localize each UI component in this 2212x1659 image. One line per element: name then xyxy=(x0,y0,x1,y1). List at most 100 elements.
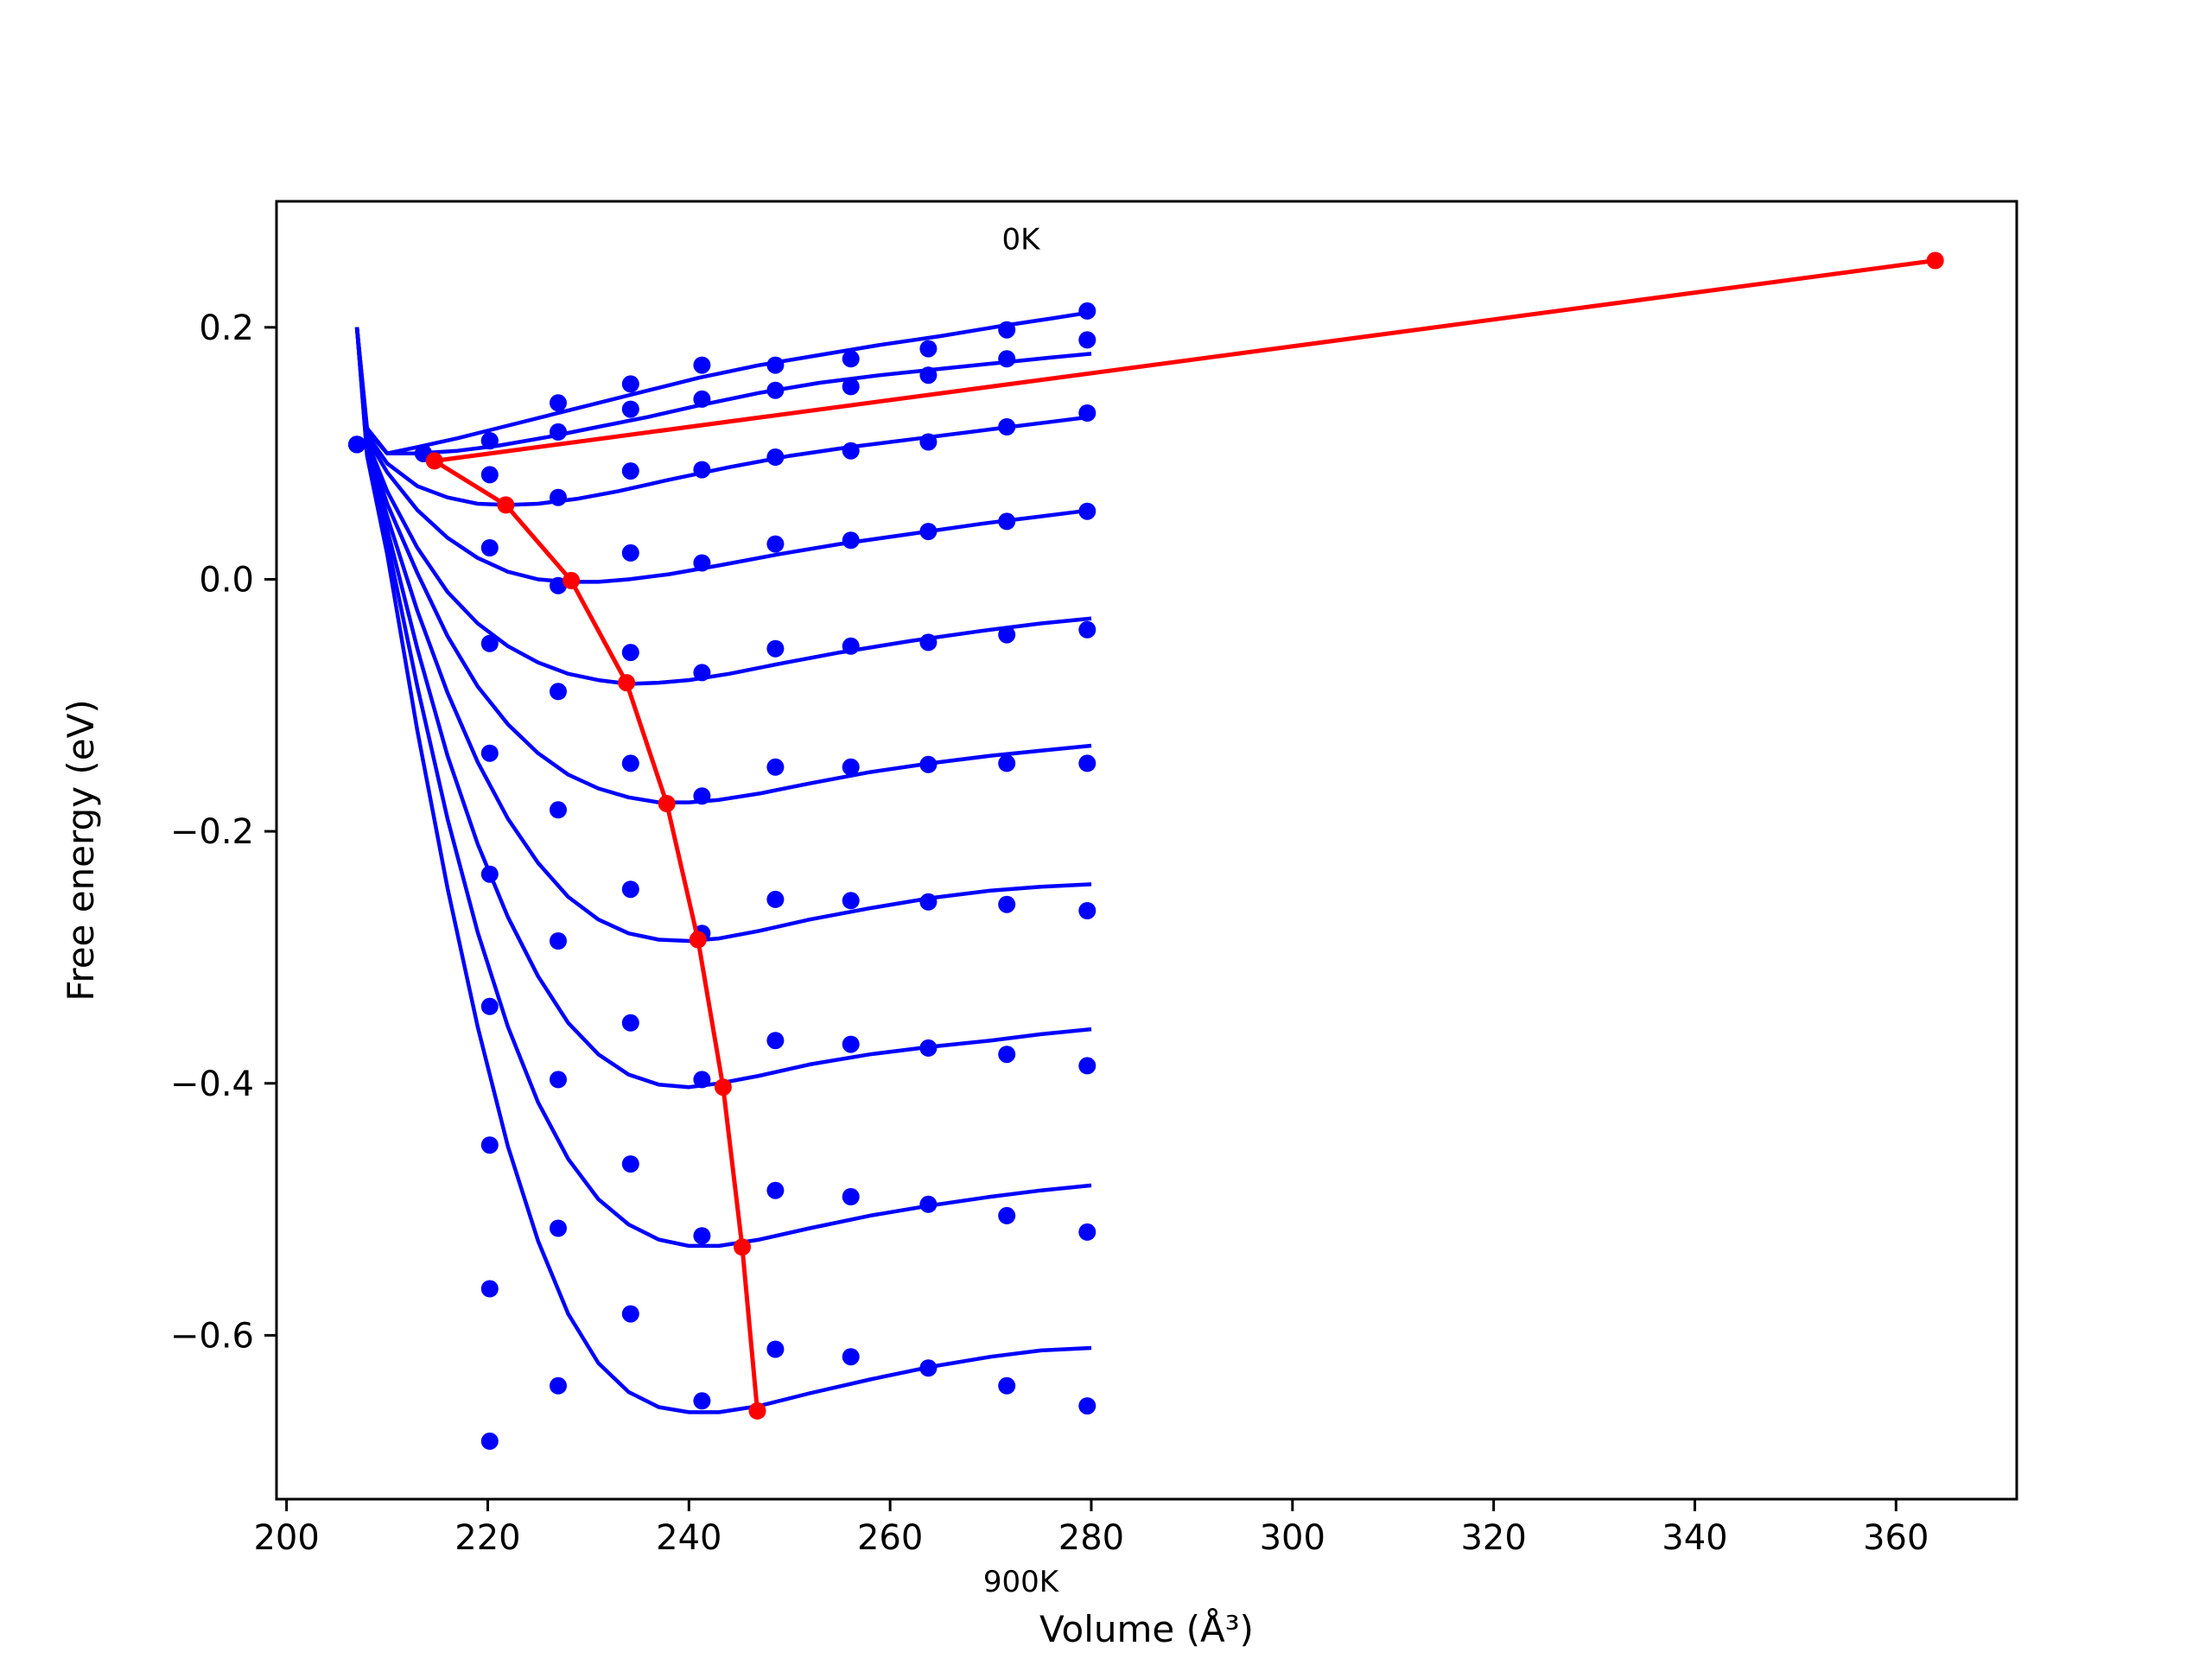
data-point xyxy=(621,644,639,662)
data-point xyxy=(621,462,639,480)
data-point xyxy=(919,523,938,541)
data-point xyxy=(693,1392,711,1410)
data-point xyxy=(480,1136,499,1154)
data-point xyxy=(1078,902,1096,919)
data-point xyxy=(480,1280,499,1298)
data-point xyxy=(998,895,1016,913)
data-point xyxy=(919,433,938,451)
data-point xyxy=(550,932,567,950)
fitted-curve-6 xyxy=(354,327,1092,804)
data-point xyxy=(480,466,499,484)
fitted-curve-10 xyxy=(354,327,1092,1414)
minimum-point xyxy=(618,674,636,692)
x-axis: 200 220 240 260 280 300 320 340 360 xyxy=(253,1499,1929,1558)
data-point xyxy=(919,366,938,385)
data-point xyxy=(919,633,938,652)
data-point xyxy=(842,350,860,368)
data-point xyxy=(621,400,639,418)
minimum-point xyxy=(497,496,515,514)
data-point xyxy=(766,639,785,658)
data-point xyxy=(348,435,366,454)
data-point xyxy=(480,634,499,652)
minimum-line-path xyxy=(432,258,1936,1412)
data-point xyxy=(1078,1397,1096,1415)
data-point xyxy=(766,535,785,553)
annotation-label: 0K xyxy=(1002,223,1042,257)
data-point xyxy=(1078,331,1096,349)
data-point xyxy=(998,512,1016,531)
fitted-curve-9 xyxy=(354,327,1092,1249)
x-tick-label: 300 xyxy=(1260,1518,1325,1558)
data-point xyxy=(621,543,639,562)
data-point xyxy=(550,683,567,701)
fitted-curves xyxy=(354,310,1092,1414)
annotation-label: 900K xyxy=(983,1565,1060,1599)
data-point xyxy=(621,375,639,393)
data-point xyxy=(621,1014,639,1032)
fitted-curve-8 xyxy=(354,327,1092,1090)
data-point xyxy=(1078,502,1096,520)
data-point xyxy=(550,1071,567,1089)
x-tick-label: 240 xyxy=(656,1518,721,1558)
data-point xyxy=(621,1305,639,1323)
y-tick-label: 0.2 xyxy=(199,308,254,348)
data-point xyxy=(480,539,499,556)
data-point xyxy=(919,755,938,773)
data-point xyxy=(842,1188,860,1205)
minimum-point xyxy=(658,795,676,812)
data-point xyxy=(480,432,499,450)
data-point xyxy=(621,880,639,899)
plot-frame xyxy=(275,200,2018,1501)
data-point xyxy=(842,442,860,460)
data-point xyxy=(1078,754,1096,772)
data-point xyxy=(766,1032,785,1050)
minimum-point xyxy=(734,1238,751,1256)
data-point xyxy=(998,321,1016,339)
minimum-point xyxy=(425,452,443,470)
data-point xyxy=(766,356,785,374)
data-point xyxy=(766,448,785,466)
data-point xyxy=(766,1181,785,1199)
y-tick-label: −0.6 xyxy=(170,1316,254,1356)
data-point xyxy=(1078,1223,1096,1241)
data-point xyxy=(998,626,1016,644)
data-point xyxy=(550,488,567,506)
data-point xyxy=(919,340,938,358)
x-tick-label: 360 xyxy=(1863,1518,1929,1558)
data-point xyxy=(550,1376,567,1395)
data-point xyxy=(998,1046,1016,1064)
data-point xyxy=(693,390,711,408)
minimum-point xyxy=(1926,251,1944,270)
y-tick-label: 0.0 xyxy=(199,560,254,600)
data-point xyxy=(693,1227,711,1245)
x-tick-label: 320 xyxy=(1460,1518,1526,1558)
x-tick-label: 280 xyxy=(1058,1518,1124,1558)
data-point xyxy=(842,378,860,396)
fitted-curve-4 xyxy=(354,327,1092,584)
y-tick-label: −0.2 xyxy=(170,812,254,852)
data-point xyxy=(480,997,499,1015)
data-point xyxy=(550,801,567,819)
minimum-point xyxy=(714,1078,732,1096)
data-point xyxy=(1078,404,1096,422)
data-point xyxy=(480,1432,499,1450)
data-point xyxy=(919,1359,938,1377)
minimum-point xyxy=(748,1402,766,1420)
data-point xyxy=(842,531,860,550)
y-tick-label: −0.4 xyxy=(170,1065,254,1104)
data-point xyxy=(998,418,1016,435)
x-tick-label: 260 xyxy=(857,1518,923,1558)
data-point xyxy=(842,1035,860,1053)
data-point xyxy=(693,461,711,479)
data-point xyxy=(1078,1057,1096,1075)
data-point xyxy=(766,1340,785,1358)
data-point xyxy=(550,576,567,594)
data-point xyxy=(550,394,567,412)
data-point xyxy=(998,1206,1016,1224)
annotations: 0K 900K xyxy=(983,223,1060,1599)
data-point xyxy=(480,744,499,762)
data-point xyxy=(842,637,860,655)
data-point xyxy=(919,1195,938,1213)
